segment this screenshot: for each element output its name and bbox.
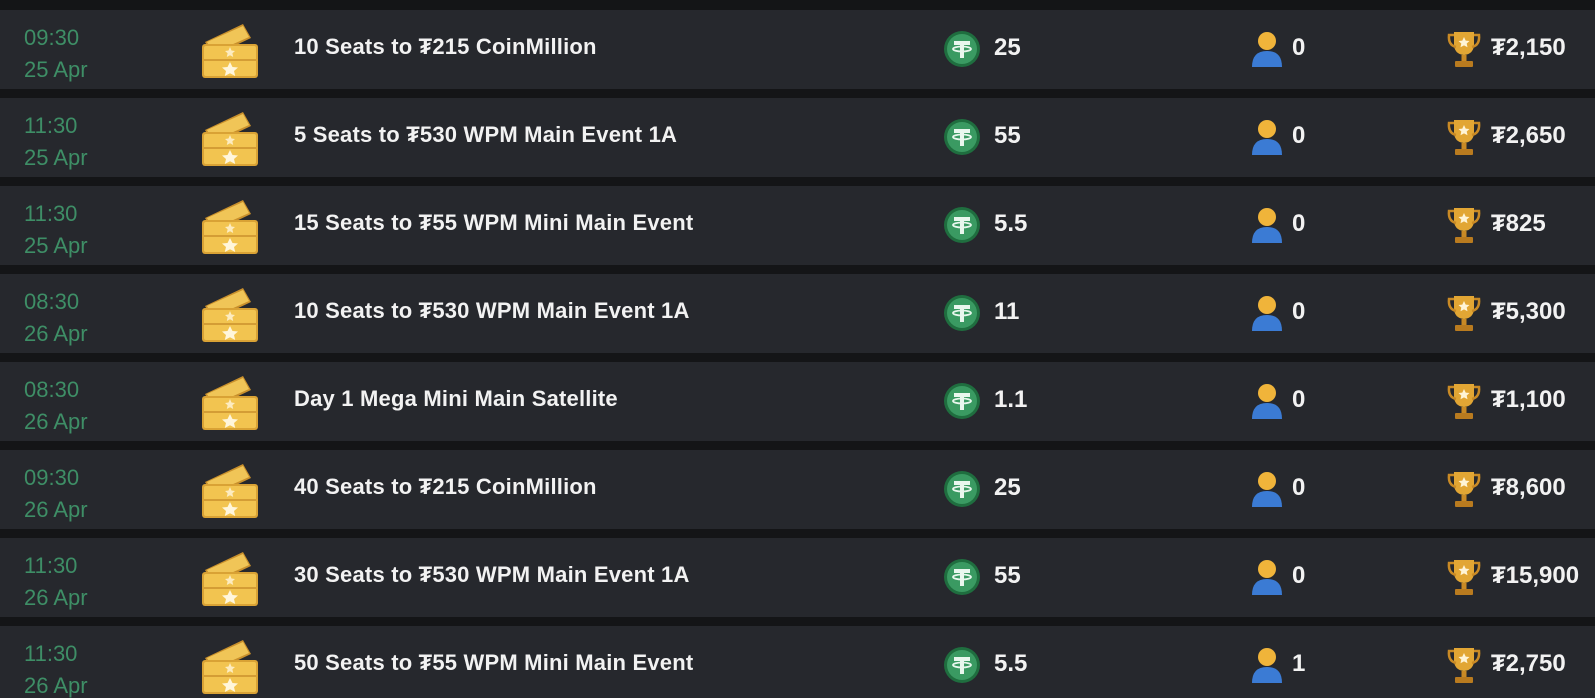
tournament-row[interactable]: 08:30 26 Apr Day 1 Mega Mini Main Satell…	[0, 362, 1595, 441]
start-time: 11:30 26 Apr	[24, 638, 88, 698]
buy-in-value: 55	[994, 562, 1021, 589]
start-date: 25 Apr	[24, 57, 88, 82]
tournament-name: 10 Seats to ₮530 WPM Main Event 1A	[294, 298, 690, 323]
tournament-name: 5 Seats to ₮530 WPM Main Event 1A	[294, 122, 678, 147]
buy-in-value: 5.5	[994, 650, 1028, 677]
tournament-name: 30 Seats to ₮530 WPM Main Event 1A	[294, 562, 690, 587]
buy-in-value: 25	[994, 34, 1021, 61]
tournament-row[interactable]: 11:30 25 Apr 5 Seats to ₮530 WPM Main Ev…	[0, 98, 1595, 177]
ticket-icon	[202, 640, 258, 694]
ticket-icon	[202, 288, 258, 342]
start-date: 26 Apr	[24, 497, 88, 522]
ticket-icon	[202, 200, 258, 254]
prize-pool: ₮825	[1491, 210, 1546, 237]
start-time-hour: 11:30	[24, 201, 78, 226]
tournament-name: 10 Seats to ₮215 CoinMillion	[294, 34, 597, 59]
tournament-row[interactable]: 11:30 26 Apr 50 Seats to ₮55 WPM Mini Ma…	[0, 626, 1595, 698]
start-date: 26 Apr	[24, 409, 88, 434]
user-icon	[1252, 472, 1282, 507]
players-count: 0	[1292, 386, 1306, 413]
trophy-icon	[1447, 208, 1481, 243]
prize-pool: ₮2,650	[1491, 122, 1566, 149]
user-icon	[1252, 648, 1282, 683]
prize-pool: ₮2,750	[1491, 650, 1566, 677]
trophy-icon	[1447, 120, 1481, 155]
prize-pool: ₮2,150	[1491, 34, 1566, 61]
start-time: 09:30 25 Apr	[24, 22, 88, 86]
start-date: 26 Apr	[24, 585, 88, 610]
tournament-name: 50 Seats to ₮55 WPM Mini Main Event	[294, 650, 694, 675]
start-time: 08:30 26 Apr	[24, 374, 88, 438]
user-icon	[1252, 208, 1282, 243]
user-icon	[1252, 560, 1282, 595]
trophy-icon	[1447, 472, 1481, 507]
trophy-icon	[1447, 384, 1481, 419]
trophy-icon	[1447, 648, 1481, 683]
tether-coin-icon	[944, 383, 980, 419]
tournament-name: 15 Seats to ₮55 WPM Mini Main Event	[294, 210, 694, 235]
buy-in-value: 11	[994, 298, 1020, 325]
user-icon	[1252, 296, 1282, 331]
tether-coin-icon	[944, 119, 980, 155]
buy-in-value: 1.1	[994, 386, 1028, 413]
players-count: 0	[1292, 210, 1306, 237]
ticket-icon	[202, 376, 258, 430]
tether-coin-icon	[944, 207, 980, 243]
tournament-name: 40 Seats to ₮215 CoinMillion	[294, 474, 597, 499]
prize-pool: ₮1,100	[1491, 386, 1566, 413]
buy-in-value: 25	[994, 474, 1021, 501]
buy-in-value: 55	[994, 122, 1021, 149]
tournament-row[interactable]: 11:30 26 Apr 30 Seats to ₮530 WPM Main E…	[0, 538, 1595, 617]
start-time-hour: 09:30	[24, 465, 80, 490]
start-time-hour: 11:30	[24, 641, 78, 666]
start-time-hour: 08:30	[24, 289, 80, 314]
tether-coin-icon	[944, 559, 980, 595]
start-time: 11:30 25 Apr	[24, 110, 88, 174]
start-date: 26 Apr	[24, 673, 88, 698]
start-time: 11:30 25 Apr	[24, 198, 88, 262]
start-time-hour: 11:30	[24, 553, 78, 578]
start-date: 25 Apr	[24, 145, 88, 170]
players-count: 0	[1292, 474, 1306, 501]
players-count: 0	[1292, 34, 1306, 61]
start-time-hour: 08:30	[24, 377, 80, 402]
buy-in-value: 5.5	[994, 210, 1028, 237]
trophy-icon	[1447, 296, 1481, 331]
user-icon	[1252, 384, 1282, 419]
start-time: 09:30 26 Apr	[24, 462, 88, 526]
tournament-name: Day 1 Mega Mini Main Satellite	[294, 386, 618, 411]
tournament-row[interactable]: 09:30 25 Apr 10 Seats to ₮215 CoinMillio…	[0, 10, 1595, 89]
start-date: 25 Apr	[24, 233, 88, 258]
ticket-icon	[202, 552, 258, 606]
tether-coin-icon	[944, 31, 980, 67]
ticket-icon	[202, 112, 258, 166]
prize-pool: ₮15,900	[1491, 562, 1580, 589]
tournament-row[interactable]: 09:30 26 Apr 40 Seats to ₮215 CoinMillio…	[0, 450, 1595, 529]
ticket-icon	[202, 464, 258, 518]
tether-coin-icon	[944, 471, 980, 507]
start-time: 11:30 26 Apr	[24, 550, 88, 614]
players-count: 0	[1292, 122, 1306, 149]
tournament-row[interactable]: 08:30 26 Apr 10 Seats to ₮530 WPM Main E…	[0, 274, 1595, 353]
user-icon	[1252, 32, 1282, 67]
tether-coin-icon	[944, 647, 980, 683]
prize-pool: ₮5,300	[1491, 298, 1566, 325]
start-time: 08:30 26 Apr	[24, 286, 88, 350]
trophy-icon	[1447, 32, 1481, 67]
players-count: 0	[1292, 298, 1306, 325]
players-count: 1	[1292, 650, 1306, 677]
user-icon	[1252, 120, 1282, 155]
ticket-icon	[202, 24, 258, 78]
start-time-hour: 09:30	[24, 25, 80, 50]
tether-coin-icon	[944, 295, 980, 331]
start-date: 26 Apr	[24, 321, 88, 346]
tournament-row[interactable]: 11:30 25 Apr 15 Seats to ₮55 WPM Mini Ma…	[0, 186, 1595, 265]
start-time-hour: 11:30	[24, 113, 78, 138]
trophy-icon	[1447, 560, 1481, 595]
players-count: 0	[1292, 562, 1306, 589]
prize-pool: ₮8,600	[1491, 474, 1566, 501]
